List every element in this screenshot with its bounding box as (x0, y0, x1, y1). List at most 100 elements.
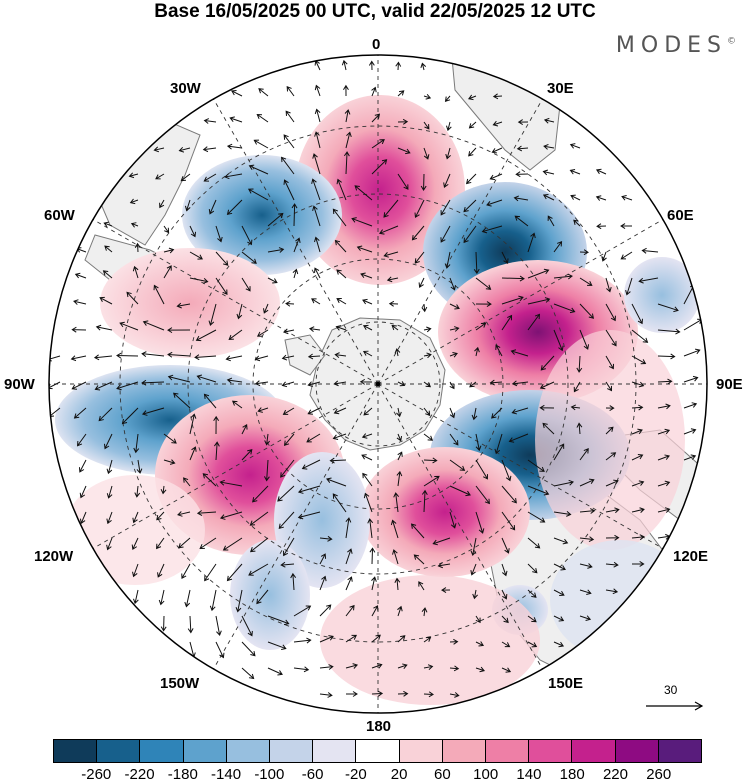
wind-arrow (267, 212, 284, 227)
wind-arrow (543, 144, 555, 150)
wind-arrow (283, 537, 295, 557)
wind-arrow (231, 400, 243, 409)
wind-arrow (579, 563, 593, 569)
wind-arrow (579, 536, 595, 543)
wind-arrow (345, 663, 359, 669)
wind-arrow (527, 511, 546, 523)
wind-arrow (156, 537, 165, 550)
wind-arrow (297, 511, 321, 520)
wind-arrow (386, 276, 399, 283)
wind-arrow (187, 615, 194, 634)
wind-arrow (411, 225, 425, 241)
wind-arrow (196, 510, 217, 516)
wind-arrow (363, 407, 373, 416)
wind-arrow (432, 537, 451, 546)
wind-arrow (241, 277, 251, 292)
wind-arrow (501, 295, 524, 305)
graticule (49, 55, 707, 713)
wind-arrow (420, 62, 427, 71)
wind-arrow (360, 272, 373, 279)
wind-arrow (410, 523, 425, 539)
wind-arrow (371, 690, 384, 697)
wind-arrow (508, 433, 529, 443)
wind-arrow (445, 147, 451, 160)
wind-arrow (256, 589, 269, 605)
wind-arrow (247, 188, 269, 201)
wind-arrow (631, 561, 645, 567)
wind-arrow (437, 562, 451, 569)
wind-arrow (282, 328, 295, 335)
wind-arrow (133, 589, 139, 605)
meridian-line (213, 98, 379, 385)
wind-arrow (449, 692, 460, 698)
wind-arrow (423, 407, 431, 417)
wind-arrow (77, 433, 87, 447)
wind-arrow (423, 147, 430, 160)
wind-arrow (103, 433, 113, 450)
wind-arrow (371, 576, 377, 591)
wind-arrow (468, 121, 477, 129)
wind-arrow (475, 666, 486, 673)
colorbar-swatch (140, 740, 184, 762)
colorbar (53, 739, 702, 763)
wind-arrow (576, 422, 583, 435)
colorbar-tick-label: 220 (602, 766, 628, 783)
wind-arrow (307, 353, 321, 360)
wind-arrow (359, 378, 373, 385)
wind-arrow (208, 303, 217, 327)
wind-arrow (501, 537, 510, 554)
wind-arrow (511, 380, 529, 387)
wind-arrow (267, 277, 278, 284)
lon-label-0: 0 (372, 36, 381, 53)
wind-arrow (596, 223, 607, 230)
wind-arrow (605, 355, 614, 370)
wind-arrow (501, 563, 508, 577)
wind-arrow (241, 641, 256, 657)
wind-arrow (449, 665, 460, 672)
wind-arrow (196, 374, 217, 383)
wind-arrow (573, 219, 581, 227)
wind-arrow (501, 511, 516, 531)
wind-arrow (281, 354, 295, 361)
wind-arrow (98, 407, 113, 422)
wind-arrow (167, 327, 191, 334)
wind-arrow (106, 537, 113, 551)
copyright-mark: © (727, 36, 736, 47)
wind-arrow (516, 145, 529, 152)
wind-arrow (155, 173, 165, 180)
wind-arrow (553, 303, 576, 314)
wind-arrow (423, 94, 432, 100)
wind-arrow (189, 413, 197, 435)
wind-arrow (153, 284, 165, 305)
wind-arrow (345, 131, 352, 149)
wind-arrow (329, 457, 347, 464)
wind-arrow (257, 407, 269, 413)
wind-arrow (203, 393, 217, 409)
wind-arrow (475, 322, 487, 331)
wind-arrow (285, 110, 295, 123)
wind-arrow (95, 324, 113, 331)
wind-arrow (159, 199, 165, 209)
lon-label-150e: 150E (548, 675, 584, 692)
wind-arrow (397, 381, 406, 387)
wind-arrow (252, 485, 269, 503)
wind-arrow (605, 426, 614, 435)
wind-arrow (465, 173, 477, 185)
wind-arrow (527, 485, 550, 496)
colorbar-swatch (399, 740, 443, 762)
wind-arrow (414, 251, 425, 264)
wind-arrow (345, 517, 352, 539)
colorbar-swatch (529, 740, 573, 762)
wind-arrow (362, 472, 373, 487)
wind-arrow (189, 277, 209, 284)
wind-arrow (394, 577, 401, 591)
wind-arrow (605, 588, 619, 595)
lon-label-90e: 90E (716, 376, 743, 393)
colorbar-swatch (356, 740, 400, 762)
wind-arrow (194, 354, 217, 361)
wind-arrow (285, 300, 295, 307)
wind-arrow (153, 146, 165, 153)
wind-arrow (657, 378, 673, 385)
wind-arrow (631, 480, 645, 487)
wind-arrow (527, 268, 550, 279)
